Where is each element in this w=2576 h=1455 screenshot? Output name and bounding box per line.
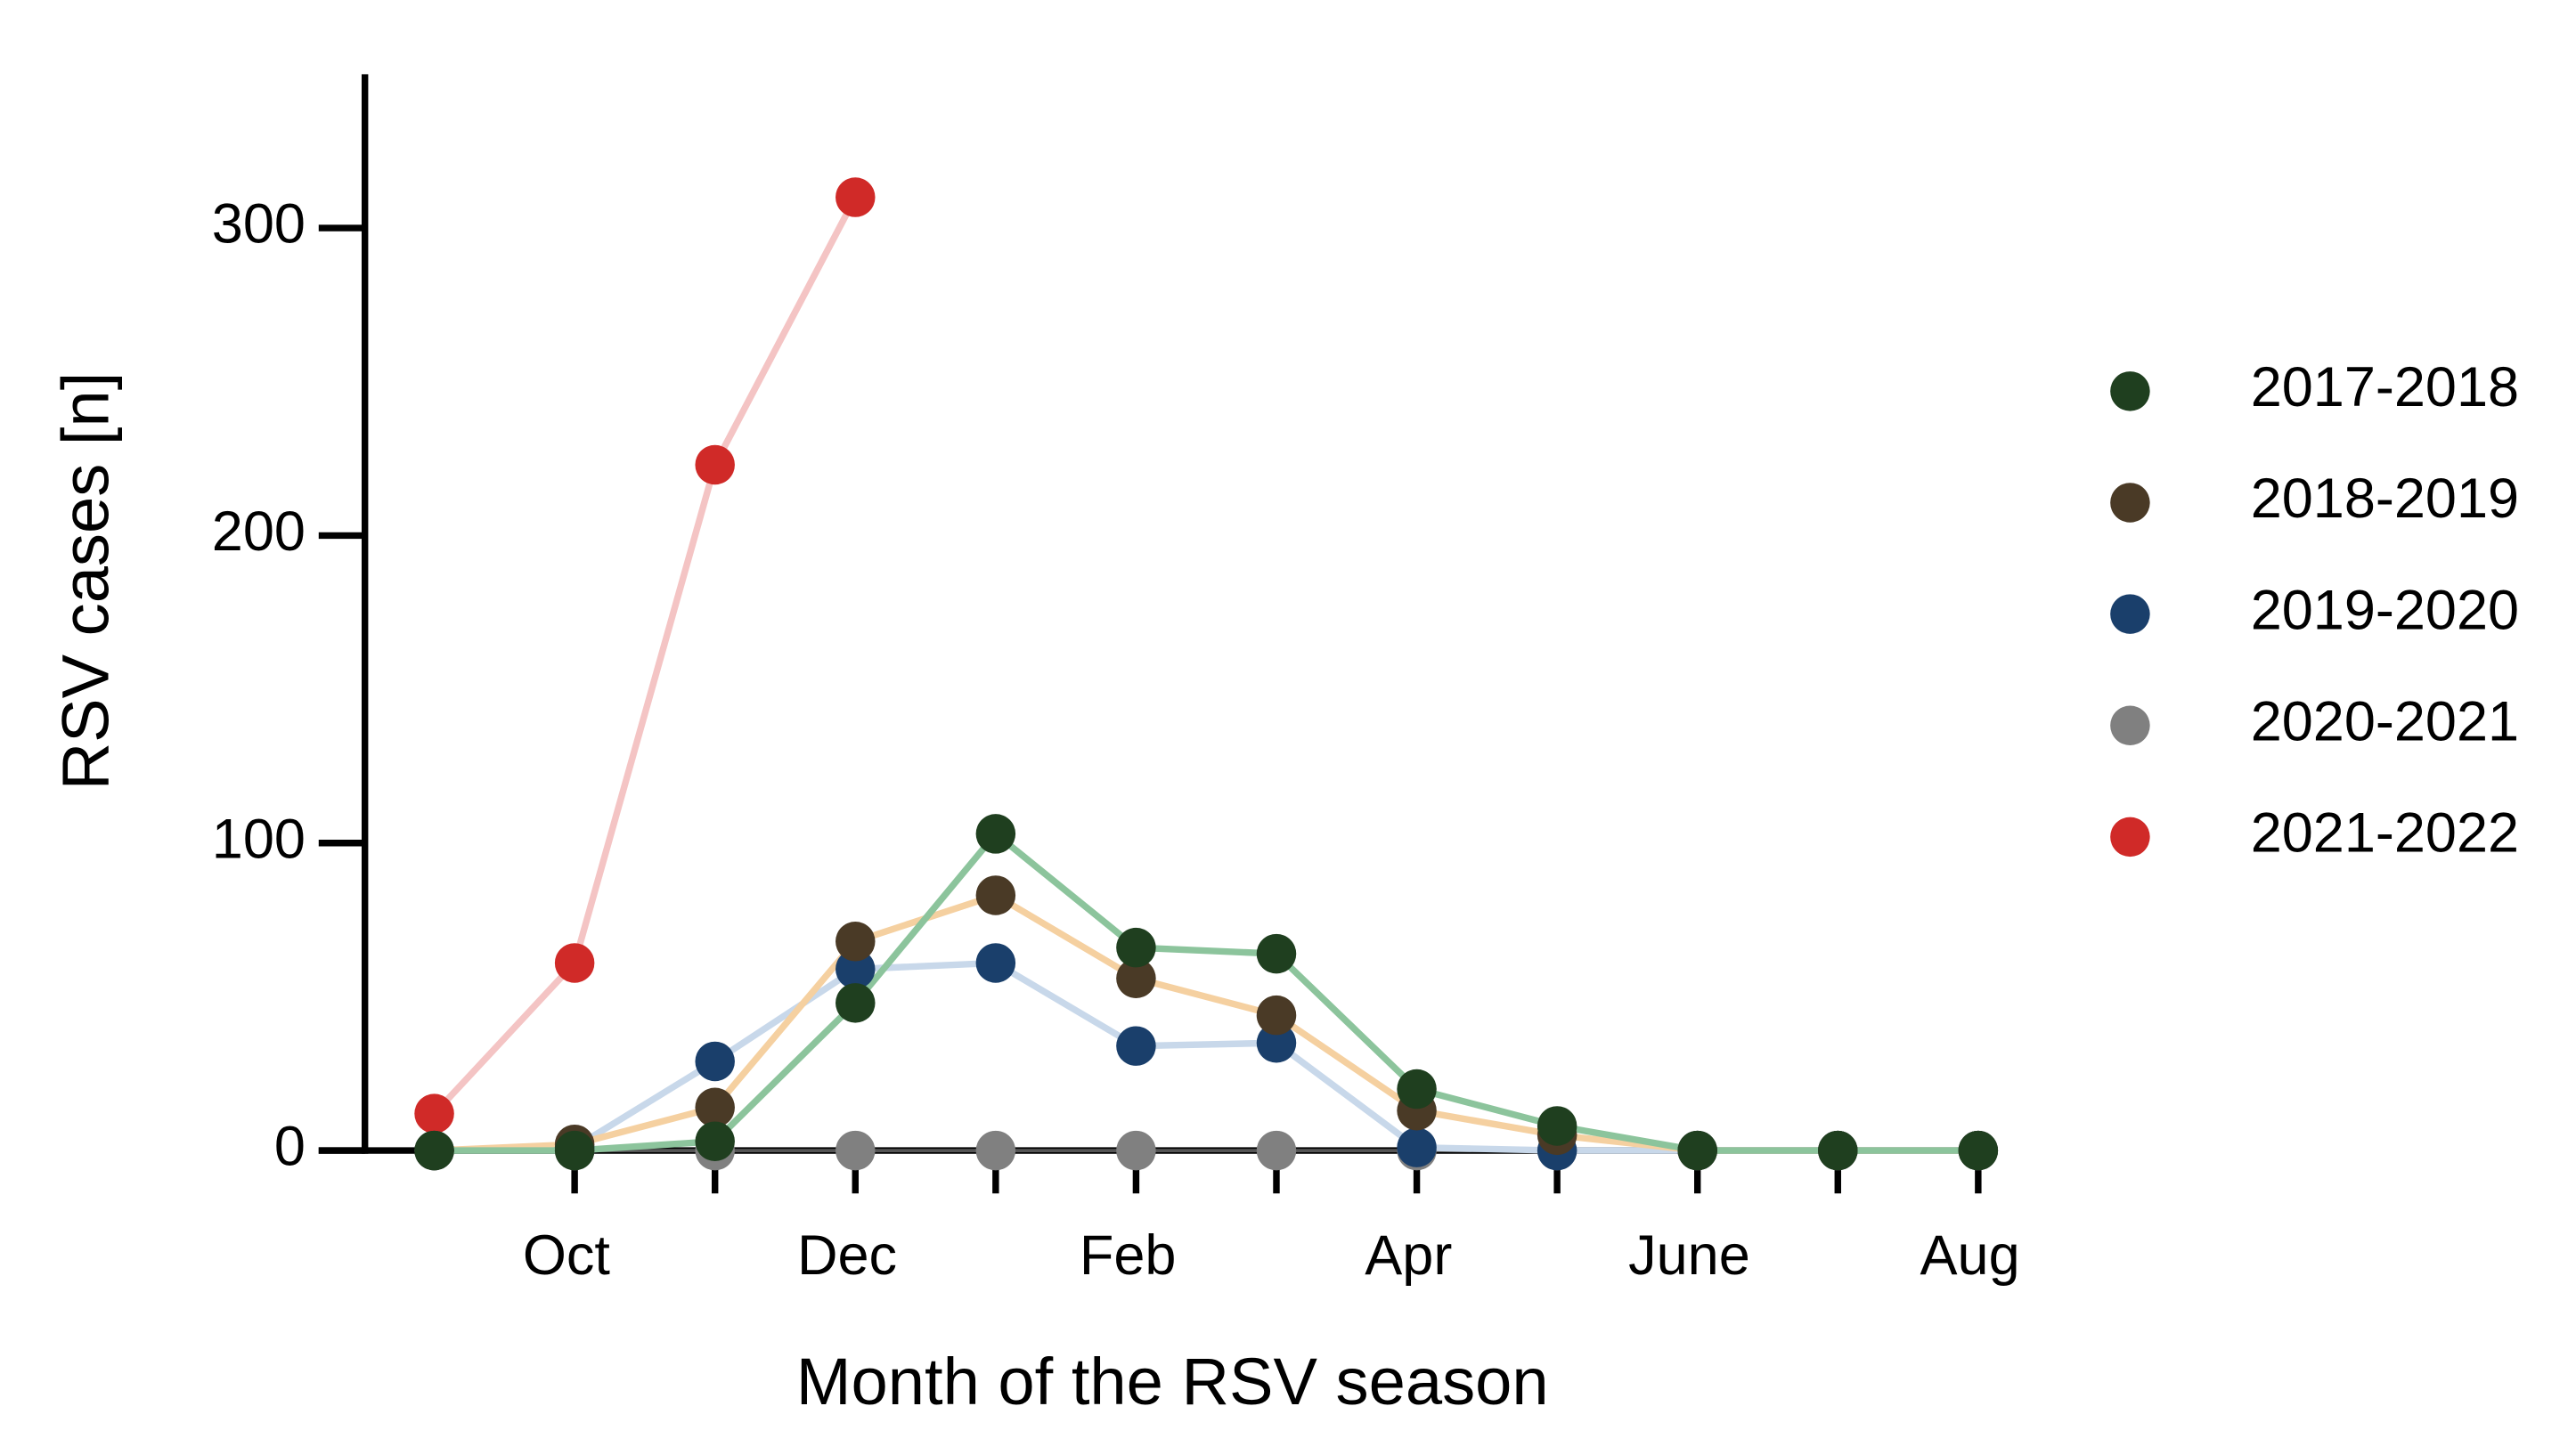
- data-point: [695, 444, 735, 485]
- data-point: [836, 949, 876, 989]
- data-point: [414, 1130, 454, 1171]
- data-point: [554, 1130, 595, 1171]
- data-point: [1256, 1130, 1297, 1171]
- x-tick-label: Feb: [1080, 1224, 1177, 1287]
- y-tick-label: 200: [212, 500, 306, 563]
- data-point: [1116, 927, 1156, 968]
- legend-marker: [2110, 817, 2150, 858]
- data-point: [1256, 995, 1297, 1036]
- y-tick-label: 0: [274, 1116, 306, 1178]
- x-tick-label: Oct: [523, 1224, 611, 1287]
- legend-label: 2018-2019: [2251, 467, 2519, 530]
- plot: Month of the RSV season RSV cases [n] 0 1…: [49, 74, 2519, 1418]
- legend-label: 2021-2022: [2251, 802, 2519, 865]
- y-tick-label: 100: [212, 808, 306, 870]
- series-line: [431, 195, 859, 1117]
- y-tick-label: 300: [212, 193, 306, 256]
- data-point: [1397, 1069, 1437, 1110]
- data-point: [836, 922, 876, 962]
- legend-marker: [2110, 594, 2150, 634]
- data-point: [975, 814, 1016, 854]
- legend-marker: [2110, 371, 2150, 411]
- data-point: [1116, 1130, 1156, 1171]
- x-tick-label: Aug: [1920, 1224, 2020, 1287]
- data-point: [1818, 1130, 1858, 1171]
- data-point: [836, 1130, 876, 1171]
- data-point: [1256, 1022, 1297, 1063]
- data-point: [1537, 1106, 1577, 1146]
- series-line: [434, 829, 1978, 1154]
- legend-label: 2017-2018: [2251, 356, 2519, 419]
- x-axis-label: Month of the RSV season: [796, 1345, 1549, 1418]
- data-point: [1256, 933, 1297, 974]
- legend-label: 2020-2021: [2251, 690, 2519, 752]
- x-tick-label: Apr: [1365, 1224, 1452, 1287]
- legend-marker: [2110, 705, 2150, 745]
- data-point: [414, 1093, 454, 1134]
- data-point: [695, 1087, 735, 1127]
- data-point: [1116, 958, 1156, 998]
- data-point: [836, 983, 876, 1023]
- data-point: [1397, 1127, 1437, 1167]
- y-axis-label: RSV cases [n]: [49, 372, 123, 791]
- series-line: [434, 891, 1978, 1154]
- data-point: [975, 875, 1016, 915]
- data-point: [1958, 1130, 1999, 1171]
- data-point: [836, 177, 876, 217]
- data-point: [975, 1130, 1016, 1171]
- data-point: [975, 943, 1016, 983]
- legend-marker: [2110, 483, 2150, 523]
- data-point: [554, 943, 595, 983]
- x-tick-label: June: [1628, 1224, 1750, 1287]
- data-point: [695, 1121, 735, 1161]
- legend-label: 2019-2020: [2251, 579, 2519, 641]
- data-point: [1116, 1026, 1156, 1066]
- data-point: [1677, 1130, 1717, 1171]
- data-point: [695, 1041, 735, 1082]
- x-tick-label: Dec: [797, 1224, 897, 1287]
